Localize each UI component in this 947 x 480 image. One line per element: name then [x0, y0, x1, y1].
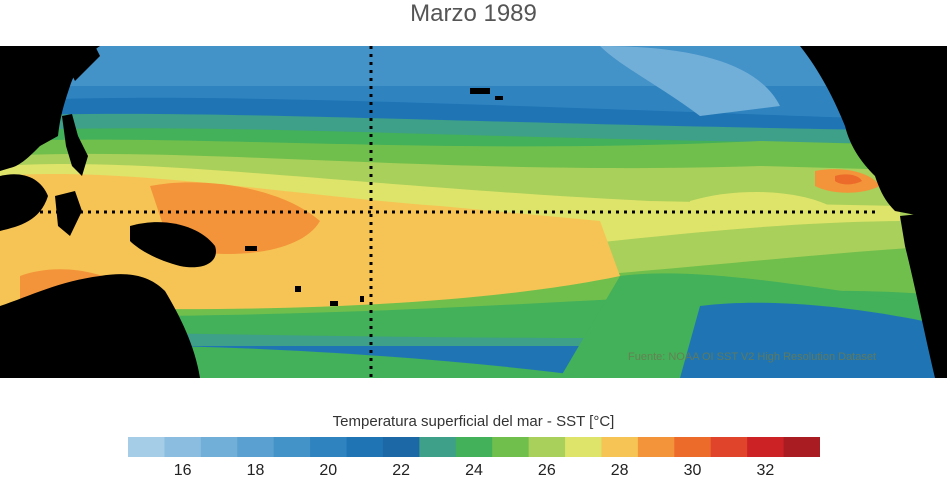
colorbar-tick-label: 32: [756, 462, 775, 479]
legend-title: Temperatura superficial del mar - SST [°…: [332, 413, 615, 430]
land: [0, 46, 947, 378]
colorbar: [128, 437, 820, 457]
colorbar-bin: [164, 437, 202, 457]
source-note: Fuente: NOAA OI SST V2 High Resolution D…: [628, 351, 877, 363]
sst-field: [0, 46, 947, 378]
colorbar-bin: [637, 437, 675, 457]
land-sulawesi: [55, 191, 82, 236]
colorbar-bin: [710, 437, 748, 457]
colorbar-bin: [747, 437, 785, 457]
land-philippines: [62, 114, 88, 176]
colorbar-bin: [783, 437, 820, 457]
map-title: Marzo 1989: [410, 0, 537, 27]
colorbar-bin: [528, 437, 566, 457]
colorbar-bin: [565, 437, 602, 457]
colorbar-bin: [455, 437, 493, 457]
land-japan: [65, 46, 100, 81]
colorbar-tick-label: 20: [319, 462, 338, 479]
colorbar-bin: [674, 437, 712, 457]
land-asia: [0, 46, 100, 171]
land-americas: [800, 46, 947, 221]
land-australia: [0, 274, 200, 378]
colorbar-bin: [419, 437, 457, 457]
colorbar-bin: [237, 437, 275, 457]
colorbar-tick-label: 24: [465, 462, 483, 479]
colorbar-bin: [128, 437, 165, 457]
sst-map: [0, 46, 947, 378]
land-south-america: [900, 211, 947, 378]
colorbar-tick-label: 28: [610, 462, 629, 479]
colorbar-tick-label: 26: [537, 462, 556, 479]
colorbar-bin: [200, 437, 238, 457]
land-new-guinea: [130, 222, 216, 268]
colorbar-bin: [310, 437, 348, 457]
colorbar-tick-label: 18: [246, 462, 265, 479]
colorbar-bin: [601, 437, 639, 457]
colorbar-tick-label: 30: [683, 462, 702, 479]
colorbar-tick-label: 22: [392, 462, 411, 479]
colorbar-bin: [382, 437, 420, 457]
colorbar-bin: [346, 437, 384, 457]
colorbar-bin: [492, 437, 530, 457]
colorbar-tick-label: 16: [173, 462, 192, 479]
land-borneo: [0, 174, 48, 231]
colorbar-bin: [273, 437, 311, 457]
